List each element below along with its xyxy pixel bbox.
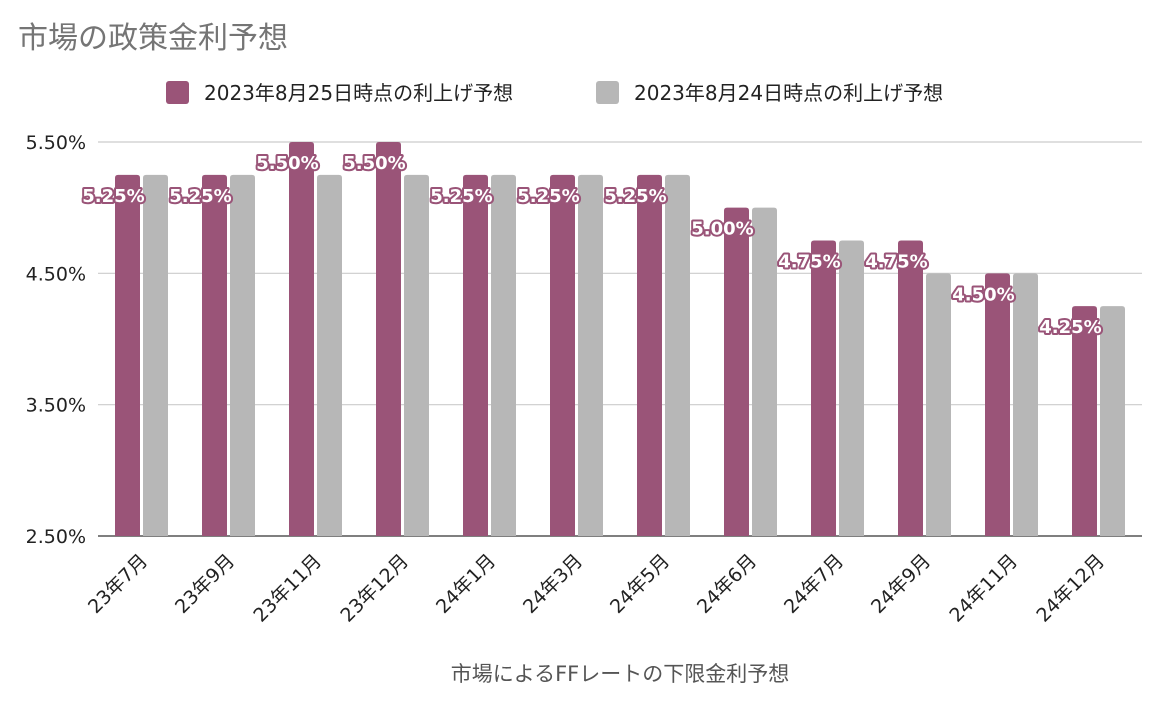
x-tick-label: 23年11月 xyxy=(249,550,326,627)
data-label: 4.50% xyxy=(952,284,1014,305)
x-tick-label: 24年11月 xyxy=(945,550,1022,627)
bar-series-1 xyxy=(376,142,401,536)
bar-series-1 xyxy=(550,174,575,537)
bar-series-2 xyxy=(404,174,429,537)
bar-series-2 xyxy=(491,174,516,537)
legend-swatch xyxy=(596,81,619,104)
data-label: 5.25% xyxy=(82,186,144,207)
legend-label: 2023年8月25日時点の利上げ予想 xyxy=(204,81,513,105)
bar-series-1 xyxy=(1072,306,1097,536)
x-tick-label: 24年3月 xyxy=(519,550,587,618)
y-tick-label: 2.50% xyxy=(26,526,86,548)
data-label: 4.75% xyxy=(865,252,927,273)
legend: 2023年8月25日時点の利上げ予想 2023年8月24日時点の利上げ予想 xyxy=(166,81,943,105)
bar-series-2 xyxy=(230,174,255,537)
bar-series-2 xyxy=(665,174,690,537)
data-label: 5.25% xyxy=(430,186,492,207)
legend-label: 2023年8月24日時点の利上げ予想 xyxy=(634,81,943,105)
bar-series-2 xyxy=(1100,306,1125,536)
bar-series-2 xyxy=(1013,273,1038,536)
x-tick-label: 24年12月 xyxy=(1032,550,1109,627)
data-label: 5.25% xyxy=(169,186,231,207)
bar-series-1 xyxy=(724,207,749,536)
bar-series-1 xyxy=(898,240,923,536)
bar-series-1 xyxy=(811,240,836,536)
bar-series-2 xyxy=(317,174,342,537)
data-label: 4.75% xyxy=(778,252,840,273)
bar-series-1 xyxy=(289,142,314,536)
x-axis-title: 市場によるFFレートの下限金利予想 xyxy=(451,662,790,686)
bar-series-2 xyxy=(752,207,777,536)
data-label: 5.25% xyxy=(517,186,579,207)
x-tick-label: 23年9月 xyxy=(171,550,239,618)
data-label: 5.25% xyxy=(604,186,666,207)
data-label: 5.00% xyxy=(691,219,753,240)
bars xyxy=(115,142,1125,537)
data-label: 5.50% xyxy=(343,153,405,174)
x-tick-label: 24年5月 xyxy=(606,550,674,618)
bar-series-1 xyxy=(202,174,227,537)
legend-swatch xyxy=(166,81,189,104)
bar-series-1 xyxy=(637,174,662,537)
data-label: 5.50% xyxy=(256,153,318,174)
x-tick-label: 23年12月 xyxy=(336,550,413,627)
bar-series-2 xyxy=(578,174,603,537)
y-tick-label: 4.50% xyxy=(26,263,86,285)
y-tick-label: 5.50% xyxy=(26,132,86,154)
bar-series-2 xyxy=(926,273,951,536)
bar-series-2 xyxy=(143,174,168,537)
y-axis-ticks: 2.50% 3.50% 4.50% 5.50% xyxy=(26,132,86,548)
data-labels: 5.25% 5.25% 5.50% 5.50% 5.25% 5.25% 5.25% 5.00%… xyxy=(80,151,1103,340)
data-label: 4.25% xyxy=(1039,317,1101,338)
x-axis-ticks: 23年7月 23年9月 23年11月 23年12月 24年1月 24年3月 24年5月 24年… xyxy=(84,550,1109,627)
bar-series-1 xyxy=(985,273,1010,536)
bar-series-1 xyxy=(115,174,140,537)
x-tick-label: 24年1月 xyxy=(432,550,500,618)
gridlines xyxy=(98,141,1142,537)
bar-series-2 xyxy=(839,240,864,536)
x-tick-label: 23年7月 xyxy=(84,550,152,618)
x-tick-label: 24年6月 xyxy=(693,550,761,618)
y-tick-label: 3.50% xyxy=(26,395,86,417)
chart-title: 市場の政策金利予想 xyxy=(18,21,288,56)
x-tick-label: 24年7月 xyxy=(780,550,848,618)
bar-series-1 xyxy=(463,174,488,537)
x-tick-label: 24年9月 xyxy=(867,550,935,618)
